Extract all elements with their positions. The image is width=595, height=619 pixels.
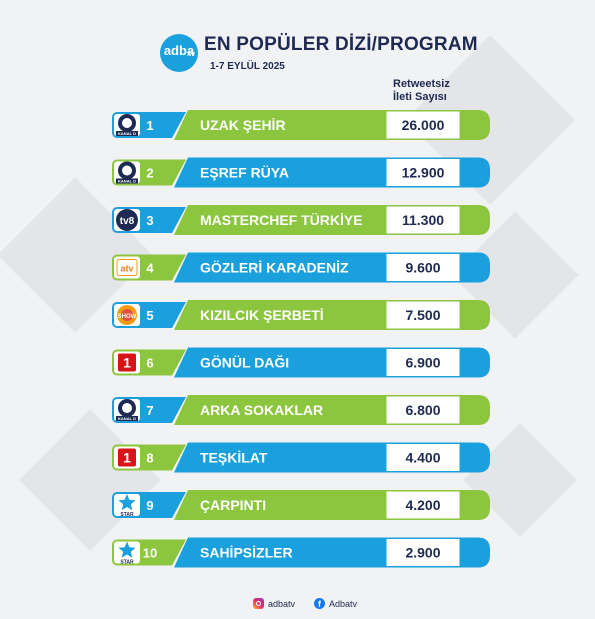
value-column-label: Retweetsiz İleti Sayısı: [393, 78, 473, 104]
row-name: TEŞKİLAT: [200, 450, 268, 466]
row-name: GÖZLERİ KARADENİZ: [200, 260, 349, 276]
row-name: ARKA SOKAKLAR: [200, 402, 323, 418]
trt1-logo-box: [118, 448, 136, 467]
row-name-bar: [174, 395, 400, 425]
row-value-box: [385, 538, 461, 567]
facebook-handle[interactable]: f Adbatv: [314, 598, 357, 609]
row-name: UZAK ŞEHİR: [200, 117, 286, 133]
logo-text: adba: [163, 43, 195, 58]
row-name-bar: [174, 252, 400, 283]
ranking-row: STAR 10 SAHİPSİZLER 2.900: [112, 537, 490, 568]
row-value-box: [385, 395, 461, 425]
kanal-d-logo-inner: [122, 165, 132, 176]
ranking-row: KANAL D 1 UZAK ŞEHİR 26.000: [112, 110, 490, 140]
ranking-row: 1 6 GÖNÜL DAĞI 6.900: [112, 347, 490, 378]
row-value: 9.600: [405, 260, 440, 276]
row-rank: 4: [146, 261, 154, 276]
header: adba .tv EN POPÜLER DİZİ/PROGRAM 1-7 EYL…: [0, 0, 595, 110]
kanal-d-logo-text: KANAL D: [118, 179, 136, 184]
trt1-logo-box: [118, 353, 136, 372]
ranking-row: SHOW 5 KIZILCIK ŞERBETİ 7.500: [112, 300, 490, 330]
row-name-bar: [174, 157, 400, 188]
adba-logo: adba .tv: [160, 34, 198, 72]
ranking-row: KANAL D 2 EŞREF RÜYA 12.900: [112, 157, 490, 188]
row-name-bar: [174, 537, 400, 568]
row-value: 4.400: [405, 450, 440, 466]
row-name: KIZILCIK ŞERBETİ: [200, 307, 324, 323]
row-rank: 2: [146, 166, 153, 181]
atv-logo-box: [116, 259, 138, 276]
row-value-box: [385, 205, 461, 235]
row-value: 2.900: [405, 545, 440, 561]
row-name-bar: [174, 300, 400, 330]
kanal-d-logo-inner: [122, 403, 132, 413]
kanal-d-logo-band: [116, 178, 138, 184]
row-value-box: [385, 158, 461, 187]
row-rank: 1: [146, 118, 153, 133]
row-rank: 6: [146, 356, 153, 371]
row-value-box: [385, 348, 461, 377]
kanal-d-logo-band: [116, 416, 138, 421]
instagram-label: adbatv: [268, 598, 296, 609]
tv8-logo-circle: [116, 209, 138, 231]
trt1-logo-text: 1: [123, 450, 131, 466]
trt1-logo-text: 1: [123, 355, 131, 371]
star-logo-text: STAR: [120, 512, 134, 518]
kanal-d-logo-band: [116, 131, 138, 136]
row-value-box: [385, 300, 461, 330]
row-value: 26.000: [402, 117, 445, 133]
row-value: 6.800: [405, 402, 440, 418]
row-value-box: [385, 443, 461, 472]
ranking-row: KANAL D 7 ARKA SOKAKLAR 6.800: [112, 395, 490, 425]
show-logo-text: SHOW: [118, 314, 137, 320]
star-logo-text: STAR: [120, 560, 134, 566]
facebook-icon: f: [314, 598, 325, 609]
row-rank: 5: [146, 308, 153, 323]
row-name-bar: [174, 442, 400, 473]
row-value-box: [385, 110, 461, 140]
row-rank: 8: [146, 451, 153, 466]
kanal-d-logo-inner: [122, 118, 132, 128]
row-name-bar: [174, 205, 400, 235]
row-value: 6.900: [405, 355, 440, 371]
ranking-row: tv8 3 MASTERCHEF TÜRKİYE 11.300: [112, 205, 490, 235]
row-value: 12.900: [402, 165, 445, 181]
row-rank: 10: [143, 546, 157, 561]
row-value-box: [385, 490, 461, 520]
row-name: EŞREF RÜYA: [200, 165, 289, 181]
logo-suffix: .tv: [186, 51, 195, 58]
row-value: 7.500: [405, 307, 440, 323]
facebook-label: Adbatv: [329, 598, 358, 609]
star-logo-shape: [118, 494, 136, 511]
row-value-box: [385, 253, 461, 282]
ranking-row: STAR 9 ÇARPINTI 4.200: [112, 490, 490, 520]
row-value: 4.200: [405, 497, 440, 513]
row-name: ÇARPINTI: [200, 497, 266, 513]
show-logo-inner: [121, 309, 133, 321]
kanal-d-logo-text: KANAL D: [118, 416, 136, 421]
atv-logo-text: atv: [120, 264, 133, 274]
row-name: GÖNÜL DAĞI: [200, 354, 289, 371]
row-rank: 7: [146, 403, 153, 418]
ranking-row: atv 4 GÖZLERİ KARADENİZ 9.600: [112, 252, 490, 283]
instagram-icon: [253, 598, 264, 609]
row-name-bar: [174, 347, 400, 378]
ranking-row: 1 8 TEŞKİLAT 4.400: [112, 442, 490, 473]
row-name: SAHİPSİZLER: [200, 545, 293, 561]
row-name: MASTERCHEF TÜRKİYE: [200, 212, 363, 228]
row-name-bar: [174, 490, 400, 520]
row-rank: 9: [146, 498, 153, 513]
row-name-bar: [174, 110, 400, 140]
chart-title: EN POPÜLER DİZİ/PROGRAM: [204, 34, 478, 55]
star-logo-shape: [118, 541, 136, 558]
row-rank: 3: [146, 213, 153, 228]
instagram-handle[interactable]: adbatv: [253, 598, 295, 609]
row-value: 11.300: [402, 212, 444, 228]
value-column-label-line2: İleti Sayısı: [393, 91, 447, 103]
tv8-logo-text: tv8: [120, 216, 135, 227]
value-column-label-line1: Retweetsiz: [393, 78, 450, 90]
chart-date: 1-7 EYLÜL 2025: [210, 61, 285, 72]
kanal-d-logo-text: KANAL D: [118, 131, 136, 136]
